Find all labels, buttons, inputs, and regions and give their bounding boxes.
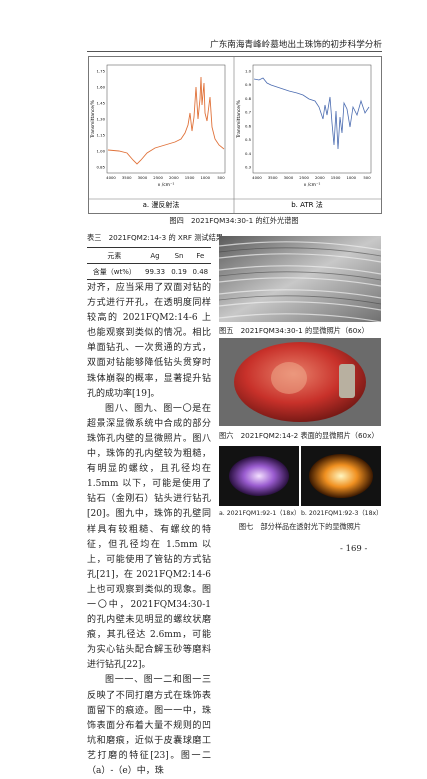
page: {"header": {"running_title": "广东南海青峰岭墓地出… — [87, 40, 383, 776]
x-tick-label: 500 — [363, 175, 371, 180]
header-cell: 元素 — [87, 247, 142, 264]
figure-4: 4000 3500 3000 2500 2000 1500 1000 500 1.75 1.60 1… — [88, 56, 382, 214]
plot-frame — [252, 64, 372, 174]
x-tick-label: 500 — [217, 175, 225, 180]
y-tick-label: 1.00 — [97, 149, 106, 154]
x-axis-label: ν /cm⁻¹ — [158, 182, 175, 188]
y-tick-label: 0.8 — [245, 96, 252, 101]
table-header: 元素 Ag Sn Fe — [87, 247, 211, 264]
y-tick-label: 1.30 — [97, 117, 106, 122]
y-tick-label: 0.4 — [245, 151, 252, 156]
plot-frame — [106, 64, 226, 174]
figure-caption: 图六 2021FQM2:14-2 表面的显微照片（60x） — [219, 431, 379, 440]
cell: 0.19 — [168, 263, 190, 280]
x-axis-label: ν /cm⁻¹ — [304, 182, 321, 188]
panel-caption: b. ATR 法 — [291, 200, 323, 209]
x-tick-label: 3500 — [122, 175, 132, 180]
paragraph: 对齐，应当采用了双面对钻的方式进行开孔，在透明度同样较高的 2021FQM2:1… — [87, 283, 211, 399]
x-tick-label: 3000 — [284, 175, 294, 180]
y-tick-label: 1.0 — [245, 69, 252, 74]
photo-6 — [219, 338, 381, 426]
spectrum-line — [107, 76, 225, 165]
x-tick-label: 1500 — [185, 175, 195, 180]
x-tick-label: 1000 — [346, 175, 356, 180]
photo-7 — [219, 446, 381, 506]
y-axis-label: Transmittance/% — [236, 99, 242, 138]
cell: 0.48 — [189, 263, 211, 280]
y-tick-label: 1.75 — [97, 69, 106, 74]
y-tick-label: 0.85 — [97, 165, 106, 170]
x-tick-label: 4000 — [106, 175, 116, 180]
photo-5 — [219, 236, 381, 322]
x-tick-label: 2000 — [315, 175, 325, 180]
header-cell: Fe — [189, 247, 211, 264]
x-tick-label: 2500 — [299, 175, 309, 180]
y-tick-label: 0.5 — [245, 137, 252, 142]
figure-caption: 图五 2021FQM34:30-1 的显微照片（60x） — [219, 326, 369, 335]
running-title: 广东南海青峰岭墓地出土珠饰的初步科学分析 — [210, 40, 382, 50]
panel-caption: a. 2021FQM1:92-1（18x） — [219, 510, 301, 517]
panel-caption: a. 漫反射法 — [143, 200, 180, 209]
y-tick-label: 1.60 — [97, 85, 106, 90]
cell: 含量（wt%） — [87, 263, 142, 280]
figure-caption: 图七 部分样品在透射光下的显微照片 — [238, 522, 362, 531]
table: 元素 Ag Sn Fe 含量（wt%） 99.33 0.19 0.48 — [87, 247, 211, 280]
body-text: 对齐，应当采用了双面对钻的方式进行开孔，在透明度同样较高的 2021FQM2:1… — [87, 281, 211, 779]
header-cell: Ag — [141, 247, 169, 264]
x-tick-label: 1000 — [200, 175, 210, 180]
panel-caption: b. 2021FQM1:92-3（18x） — [301, 510, 383, 517]
y-axis-label: Transmittance/% — [90, 99, 96, 138]
paragraph: 图一一、图一二和图一三反映了不同打磨方式在珠饰表面留下的痕迹。图一一中，珠饰表面… — [87, 675, 211, 776]
x-tick-label: 3000 — [138, 175, 148, 180]
table-row: 含量（wt%） 99.33 0.19 0.48 — [87, 263, 211, 280]
y-tick-label: 0.3 — [245, 165, 252, 170]
paragraph: 图八、图九、图一〇是在超景深显微系统中合成的部分珠饰孔内壁的显微照片。图八中，珠… — [87, 403, 211, 671]
y-tick-label: 0.6 — [245, 123, 252, 128]
y-tick-label: 1.45 — [97, 101, 106, 106]
x-tick-label: 1500 — [331, 175, 341, 180]
x-tick-label: 3500 — [268, 175, 278, 180]
x-tick-label: 4000 — [252, 175, 262, 180]
y-tick-label: 1.15 — [97, 133, 106, 138]
page-number: - 169 - — [340, 544, 368, 554]
x-tick-label: 2000 — [169, 175, 179, 180]
figure-caption: 图四 2021FQM34:30-1 的红外光谱图 — [169, 216, 299, 225]
y-tick-label: 0.9 — [245, 82, 252, 87]
spectrum-line — [253, 77, 370, 150]
header-rule — [87, 51, 382, 52]
header-cell: Sn — [168, 247, 190, 264]
y-tick-label: 0.7 — [245, 110, 252, 115]
table-caption: 表三 2021FQM2:14-3 的 XRF 测试结果 — [87, 233, 223, 242]
cell: 99.33 — [141, 263, 169, 280]
x-tick-label: 2500 — [153, 175, 163, 180]
